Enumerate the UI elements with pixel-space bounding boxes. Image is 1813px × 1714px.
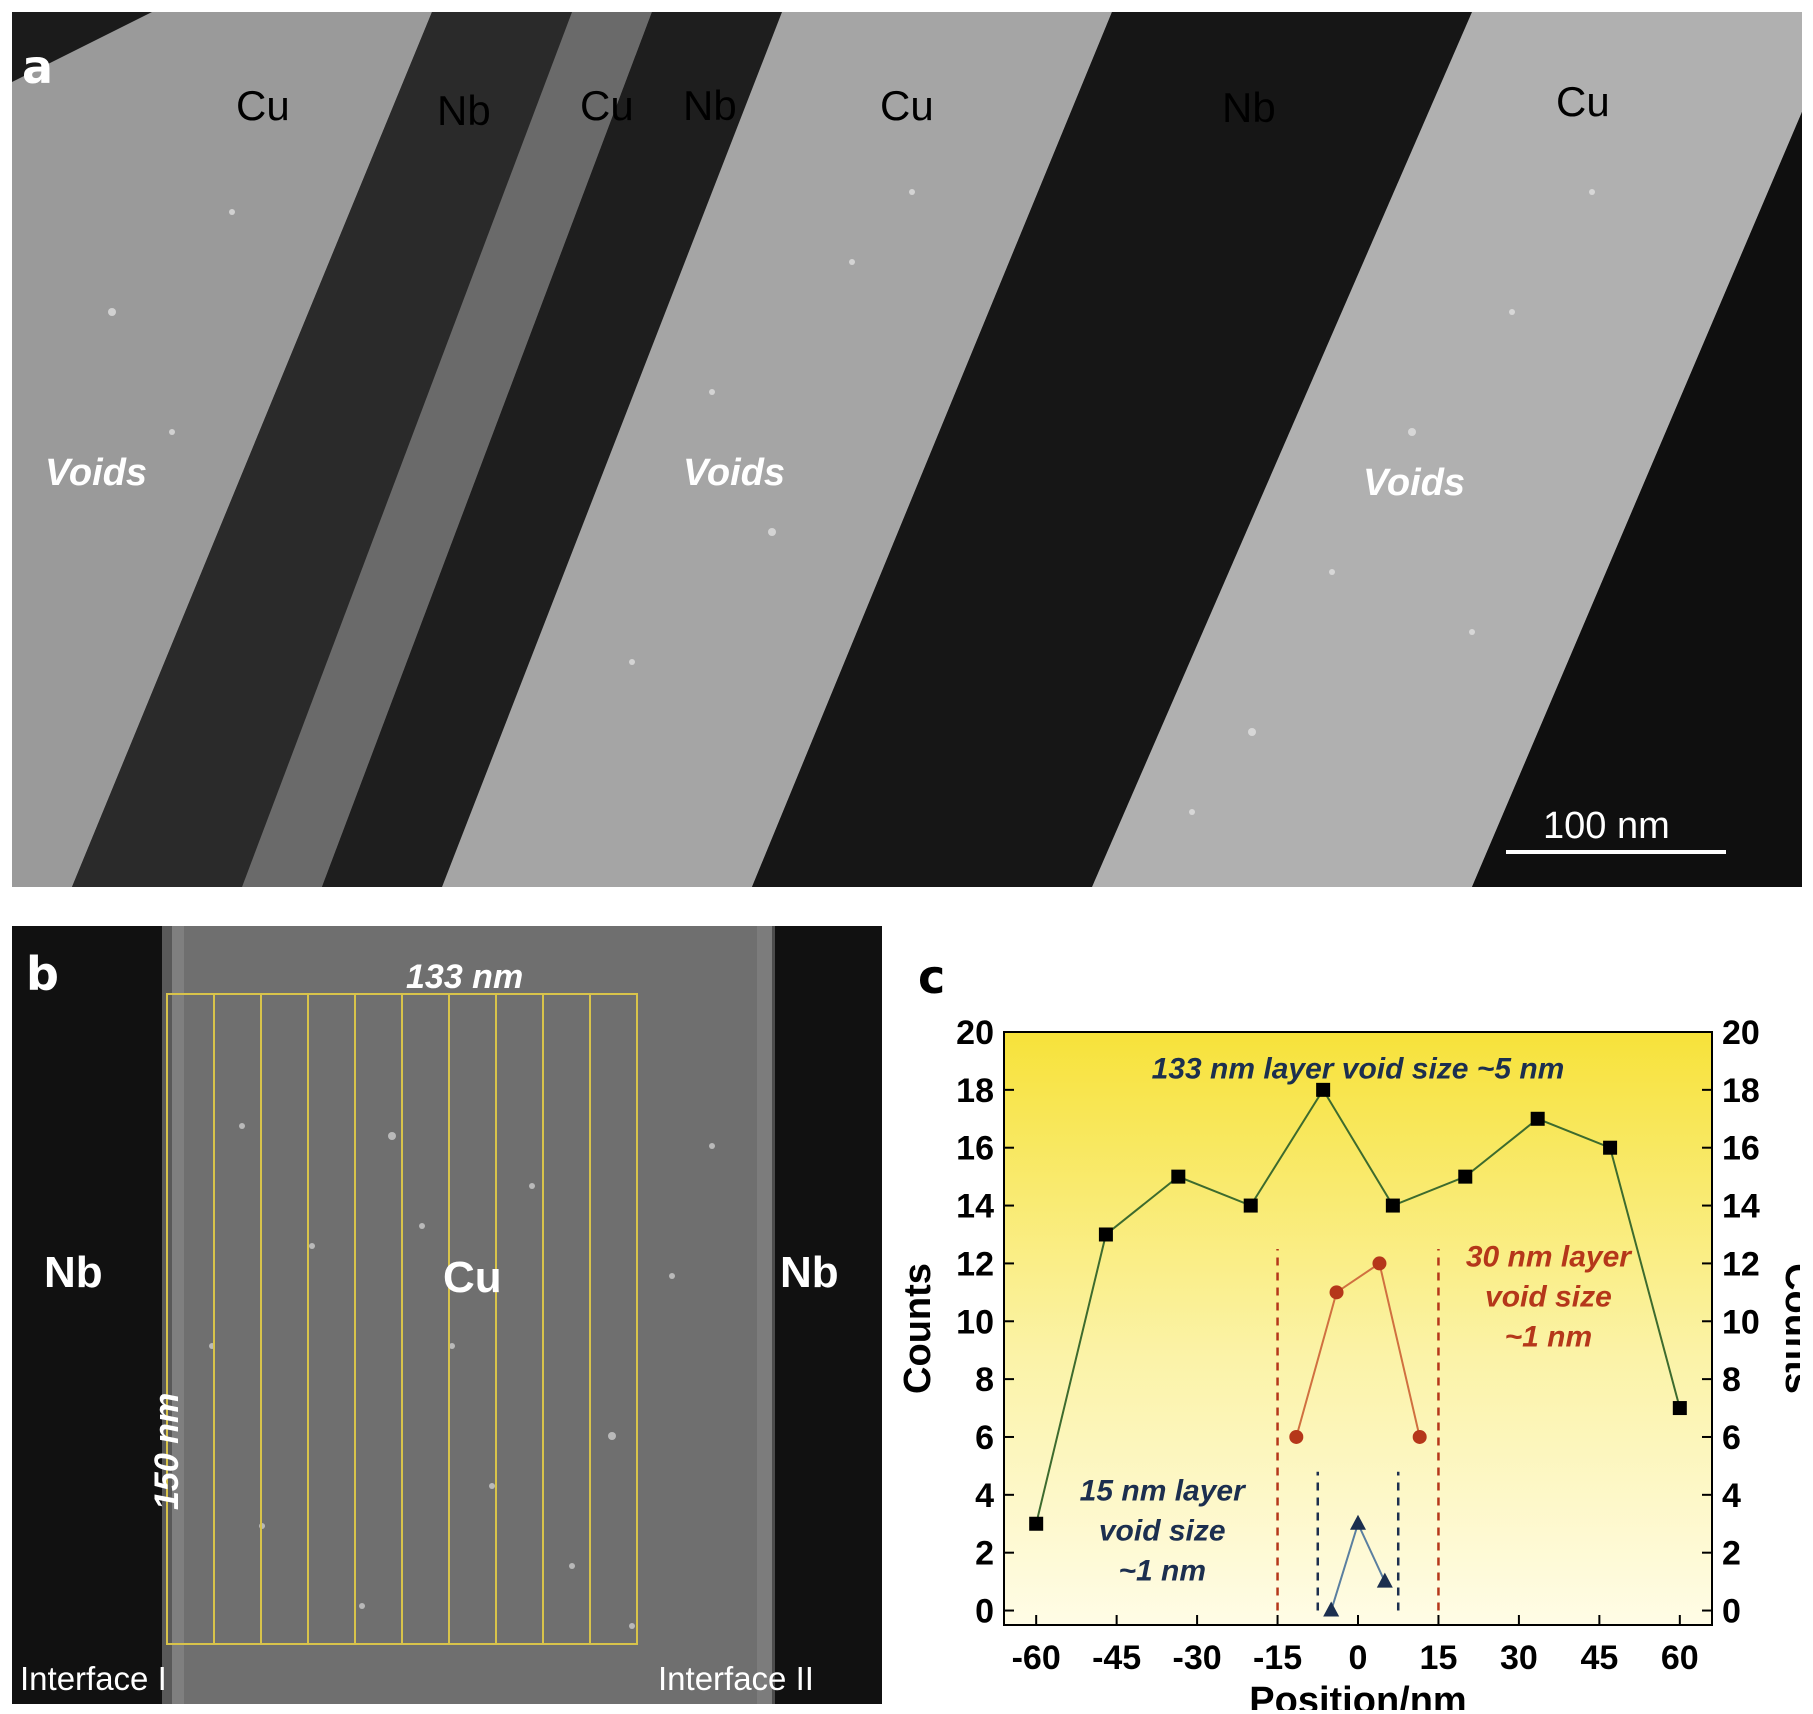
yellow-grid xyxy=(166,993,638,1645)
y-tick-label-left: 16 xyxy=(956,1130,994,1168)
series-line xyxy=(1295,1261,1421,1438)
series-line xyxy=(1035,1087,1681,1524)
y-tick-label-left: 10 xyxy=(956,1303,994,1341)
data-point-triangle xyxy=(1350,1514,1366,1530)
panel-letter-b: b xyxy=(26,947,59,1001)
layer-label-cu-1: Cu xyxy=(236,82,290,129)
data-point-square xyxy=(1316,1082,1331,1097)
layer-label-cu-3: Cu xyxy=(880,82,934,129)
panel-letter-a: a xyxy=(22,40,54,94)
data-point-square xyxy=(1458,1169,1473,1184)
layer-label-cu-4: Cu xyxy=(1556,78,1610,125)
voids-label-3: Voids xyxy=(1363,462,1466,504)
void-count-chart: -60 -45 -30 -15 0 15 30 45 60 0 0 2 2 4 4 6 6 8 8 10 10 12 12 1… xyxy=(900,1014,1800,1710)
y-tick-label-left: 14 xyxy=(956,1188,994,1226)
y-tick-label-left: 0 xyxy=(975,1593,994,1631)
x-axis-label: Position/nm xyxy=(1249,1680,1466,1710)
scale-bar xyxy=(1506,850,1726,854)
panel-letter-c: c xyxy=(918,950,946,1004)
x-tick-label: -15 xyxy=(1253,1639,1302,1677)
cu-band-3 xyxy=(442,12,1112,887)
data-point-square xyxy=(1243,1198,1258,1213)
x-tick-label: 60 xyxy=(1661,1639,1699,1677)
annotation-15nm-line: void size xyxy=(1099,1515,1226,1548)
cu-band-2 xyxy=(242,12,652,887)
annotation-15nm-line: 15 nm layer xyxy=(1080,1475,1247,1508)
void-dots xyxy=(108,189,1595,815)
data-point-circle xyxy=(1412,1429,1427,1444)
tem-micrograph-a xyxy=(12,12,1802,887)
layer-label-nb-1: Nb xyxy=(437,87,491,134)
y-axis-label-right: Counts xyxy=(1777,1263,1800,1394)
y-tick-label-left: 12 xyxy=(956,1245,994,1283)
y-tick-label-right: 0 xyxy=(1722,1593,1741,1631)
y-tick-label-right: 20 xyxy=(1722,1014,1760,1052)
y-axis-label-left: Counts xyxy=(900,1263,939,1394)
y-tick-label-right: 12 xyxy=(1722,1245,1760,1283)
y-tick-label-left: 20 xyxy=(956,1014,994,1052)
data-point-square xyxy=(1603,1140,1618,1155)
nb-band-2 xyxy=(322,12,782,887)
annotation-30nm-line: 30 nm layer xyxy=(1466,1240,1633,1273)
height-label: 150 nm xyxy=(148,1392,186,1510)
nb-label-left: Nb xyxy=(44,1248,103,1297)
cu-region xyxy=(172,926,772,1704)
data-point-square xyxy=(1098,1227,1113,1242)
cu-band-1 xyxy=(12,12,432,887)
x-tick-label: 45 xyxy=(1580,1639,1618,1677)
layer-label-nb-2: Nb xyxy=(683,82,737,129)
x-tick-label: 30 xyxy=(1500,1639,1538,1677)
data-point-circle xyxy=(1329,1285,1344,1300)
y-tick-label-right: 8 xyxy=(1722,1361,1741,1399)
y-tick-label-right: 14 xyxy=(1722,1188,1760,1226)
voids-label-1: Voids xyxy=(45,452,148,494)
y-tick-label-left: 4 xyxy=(975,1477,994,1515)
annotation-133nm: 133 nm layer void size ~5 nm xyxy=(1152,1052,1565,1085)
data-point-triangle xyxy=(1376,1572,1393,1588)
nb-label-right: Nb xyxy=(780,1248,839,1297)
data-point-square xyxy=(1171,1169,1186,1184)
data-point-triangle xyxy=(1323,1601,1340,1617)
tem-image-panel-b xyxy=(12,926,882,1704)
y-tick-label-right: 18 xyxy=(1722,1072,1760,1110)
y-tick-label-right: 6 xyxy=(1722,1419,1741,1457)
annotation-15nm-line: ~1 nm xyxy=(1118,1555,1206,1588)
nb-band-3 xyxy=(752,12,1472,887)
nb-band-4 xyxy=(1472,112,1802,887)
y-tick-label-right: 10 xyxy=(1722,1303,1760,1341)
cu-label-center: Cu xyxy=(443,1253,502,1302)
data-point-square xyxy=(1029,1516,1044,1531)
layer-label-nb-3: Nb xyxy=(1222,84,1276,131)
interface-2-label: Interface II xyxy=(658,1660,814,1697)
x-tick-label: 15 xyxy=(1420,1639,1458,1677)
y-tick-label-left: 8 xyxy=(975,1361,994,1399)
y-tick-label-right: 16 xyxy=(1722,1130,1760,1168)
data-point-square xyxy=(1530,1111,1545,1126)
x-tick-label: -60 xyxy=(1012,1639,1061,1677)
tem-micrograph-b xyxy=(12,926,882,1704)
y-tick-label-left: 18 xyxy=(956,1072,994,1110)
data-point-square xyxy=(1672,1401,1687,1416)
width-label: 133 nm xyxy=(406,958,524,996)
y-tick-label-right: 4 xyxy=(1722,1477,1741,1515)
void-dots-b xyxy=(209,1123,715,1629)
annotation-30nm-line: void size xyxy=(1485,1280,1612,1313)
x-tick-label: -45 xyxy=(1092,1639,1141,1677)
layer-label-cu-2: Cu xyxy=(580,82,634,129)
scale-bar-label: 100 nm xyxy=(1543,805,1670,847)
y-tick-label-left: 2 xyxy=(975,1535,994,1573)
tem-image-panel-a xyxy=(12,12,1802,887)
annotation-30nm-line: ~1 nm xyxy=(1505,1320,1593,1353)
cu-band-4 xyxy=(1092,12,1802,887)
x-tick-label: 0 xyxy=(1349,1639,1368,1677)
y-tick-label-right: 2 xyxy=(1722,1535,1741,1573)
data-point-square xyxy=(1385,1198,1400,1213)
y-tick-label-left: 6 xyxy=(975,1419,994,1457)
x-tick-label: -30 xyxy=(1173,1639,1222,1677)
data-point-circle xyxy=(1289,1429,1304,1444)
nb-band-1 xyxy=(72,12,572,887)
data-point-circle xyxy=(1372,1256,1387,1271)
voids-label-2: Voids xyxy=(683,452,786,494)
interface-1-label: Interface I xyxy=(20,1660,167,1697)
